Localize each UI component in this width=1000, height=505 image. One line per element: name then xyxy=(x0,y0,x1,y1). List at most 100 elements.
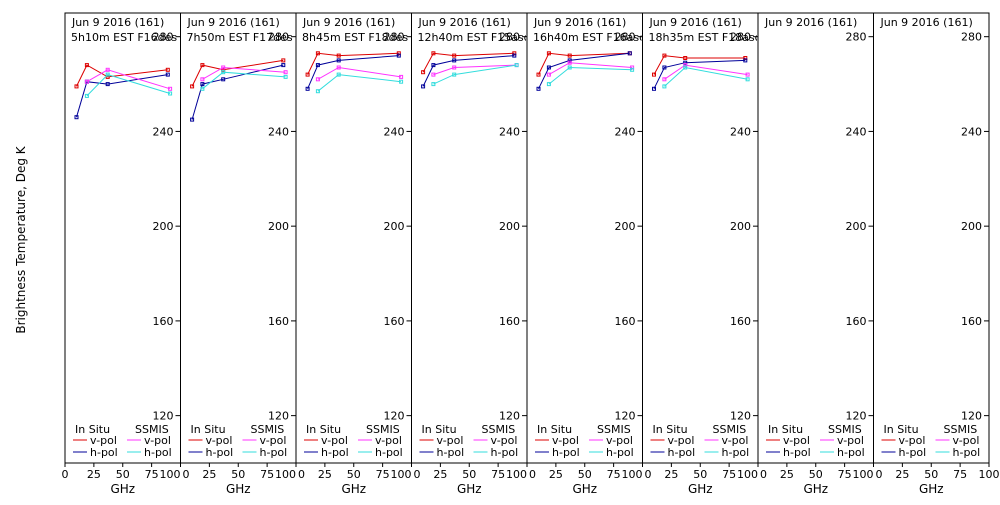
legend-label-ssmis-h: h-pol xyxy=(837,446,865,459)
data-point-insitu-v xyxy=(74,84,79,89)
legend-label-ssmis-v: v-pol xyxy=(491,434,518,447)
x-tick-label: 100 xyxy=(737,468,758,481)
panel-frame xyxy=(526,12,643,464)
data-point-ssmis-v xyxy=(452,65,457,70)
y-tick-label: 240 xyxy=(615,125,636,138)
panel-time: 7h50m EST F17des xyxy=(187,31,293,44)
data-point-ssmis-h xyxy=(514,63,519,68)
data-point-ssmis-h xyxy=(567,65,572,70)
series-line-ssmis-v xyxy=(317,66,402,80)
series-line-ssmis-v xyxy=(548,62,633,76)
legend-label-insitu-v: v-pol xyxy=(437,434,464,447)
data-point-insitu-v xyxy=(336,53,341,58)
legend-label-ssmis-v: v-pol xyxy=(375,434,402,447)
panel-2: 120 160 200 240 280 0 25 50 75 100 GHz Jun 9 2016 (… xyxy=(180,12,297,496)
series-line-ssmis-h xyxy=(317,74,402,92)
y-tick-label: 160 xyxy=(384,315,405,328)
data-point-ssmis-h xyxy=(84,93,89,98)
data-point-ssmis-h xyxy=(105,72,110,77)
data-point-insitu-v xyxy=(165,67,170,72)
data-point-insitu-v xyxy=(546,51,551,56)
data-point-ssmis-v xyxy=(336,65,341,70)
legend-label-insitu-v: v-pol xyxy=(668,434,695,447)
x-tick-label: 100 xyxy=(853,468,874,481)
series-line-insitu-v xyxy=(307,52,399,75)
y-tick-label: 240 xyxy=(384,125,405,138)
panel-frame xyxy=(873,12,990,464)
series-line-ssmis-h xyxy=(664,66,748,87)
data-point-ssmis-v xyxy=(315,77,320,82)
series-line-ssmis-h xyxy=(433,64,517,85)
y-tick-label: 200 xyxy=(846,220,867,233)
legend-label-insitu-v: v-pol xyxy=(899,434,926,447)
data-point-insitu-v xyxy=(305,72,310,77)
legend-label-insitu-v: v-pol xyxy=(552,434,579,447)
legend-label-insitu-h: h-pol xyxy=(437,446,465,459)
data-point-ssmis-h xyxy=(336,72,341,77)
data-point-insitu-v xyxy=(452,53,457,58)
panel-date: Jun 9 2016 (161) xyxy=(187,16,280,29)
legend-label-insitu-v: v-pol xyxy=(206,434,233,447)
data-point-ssmis-h xyxy=(315,89,320,94)
x-axis-title: GHz xyxy=(226,482,251,496)
data-point-ssmis-h xyxy=(745,77,750,82)
x-axis-title: GHz xyxy=(457,482,482,496)
y-tick-label: 240 xyxy=(961,125,982,138)
data-point-ssmis-v xyxy=(567,60,572,65)
y-tick-label: 280 xyxy=(615,31,636,44)
data-point-ssmis-v xyxy=(745,72,750,77)
data-point-insitu-v xyxy=(662,53,667,58)
legend-label-insitu-v: v-pol xyxy=(321,434,348,447)
y-tick-label: 240 xyxy=(730,125,751,138)
y-tick-label: 120 xyxy=(384,410,405,423)
legend-title-insitu: In Situ xyxy=(884,423,919,436)
data-point-ssmis-h xyxy=(431,82,436,87)
panel-1: 120 160 200 240 280 0 25 50 75 100 GHz Jun 9 2016 (… xyxy=(62,12,181,496)
x-tick-label: 50 xyxy=(809,468,823,481)
panel-frame xyxy=(411,12,528,464)
y-axis-title: Brightness Temperature, Deg K xyxy=(14,145,28,333)
x-tick-label: 75 xyxy=(838,468,852,481)
data-point-insitu-v xyxy=(652,72,656,77)
data-point-insitu-v xyxy=(743,56,748,60)
y-tick-label: 280 xyxy=(268,31,289,44)
data-point-insitu-h xyxy=(190,117,195,122)
x-tick-label: 100 xyxy=(622,468,643,481)
y-tick-label: 120 xyxy=(153,410,174,423)
data-point-ssmis-v xyxy=(283,70,288,75)
legend-label-ssmis-h: h-pol xyxy=(953,446,981,459)
legend-label-ssmis-v: v-pol xyxy=(722,434,749,447)
series-line-insitu-v xyxy=(653,55,746,75)
panel-time: 16h40m EST F16asc xyxy=(533,31,645,44)
series-line-ssmis-v xyxy=(664,64,748,80)
x-axis-title: GHz xyxy=(572,482,597,496)
data-point-ssmis-v xyxy=(105,67,110,72)
series-line-insitu-h xyxy=(422,55,515,87)
y-tick-label: 240 xyxy=(153,125,174,138)
data-point-insitu-h xyxy=(683,60,688,65)
data-point-ssmis-v xyxy=(662,77,667,82)
y-tick-label: 280 xyxy=(846,31,867,44)
data-point-ssmis-h xyxy=(221,70,226,75)
x-tick-label: 50 xyxy=(231,468,245,481)
x-axis-title: GHz xyxy=(803,482,828,496)
data-point-insitu-v xyxy=(421,70,426,75)
panel-time: 8h45m EST F18des xyxy=(302,31,408,44)
y-tick-label: 280 xyxy=(384,31,405,44)
data-point-ssmis-h xyxy=(168,91,173,96)
y-tick-label: 160 xyxy=(153,315,174,328)
legend-label-ssmis-v: v-pol xyxy=(260,434,287,447)
data-point-insitu-h xyxy=(336,58,341,63)
data-point-insitu-v xyxy=(536,72,541,77)
legend-title-ssmis: SSMIS xyxy=(713,423,747,436)
data-point-ssmis-v xyxy=(630,65,635,70)
data-point-insitu-v xyxy=(84,63,89,68)
y-tick-label: 160 xyxy=(730,315,751,328)
data-point-insitu-h xyxy=(421,84,426,89)
panel-5: 120 160 200 240 280 0 25 50 75 100 GHz Jun 9 2016 (… xyxy=(526,12,645,496)
data-point-ssmis-v xyxy=(683,63,688,68)
data-point-insitu-v xyxy=(683,56,688,60)
